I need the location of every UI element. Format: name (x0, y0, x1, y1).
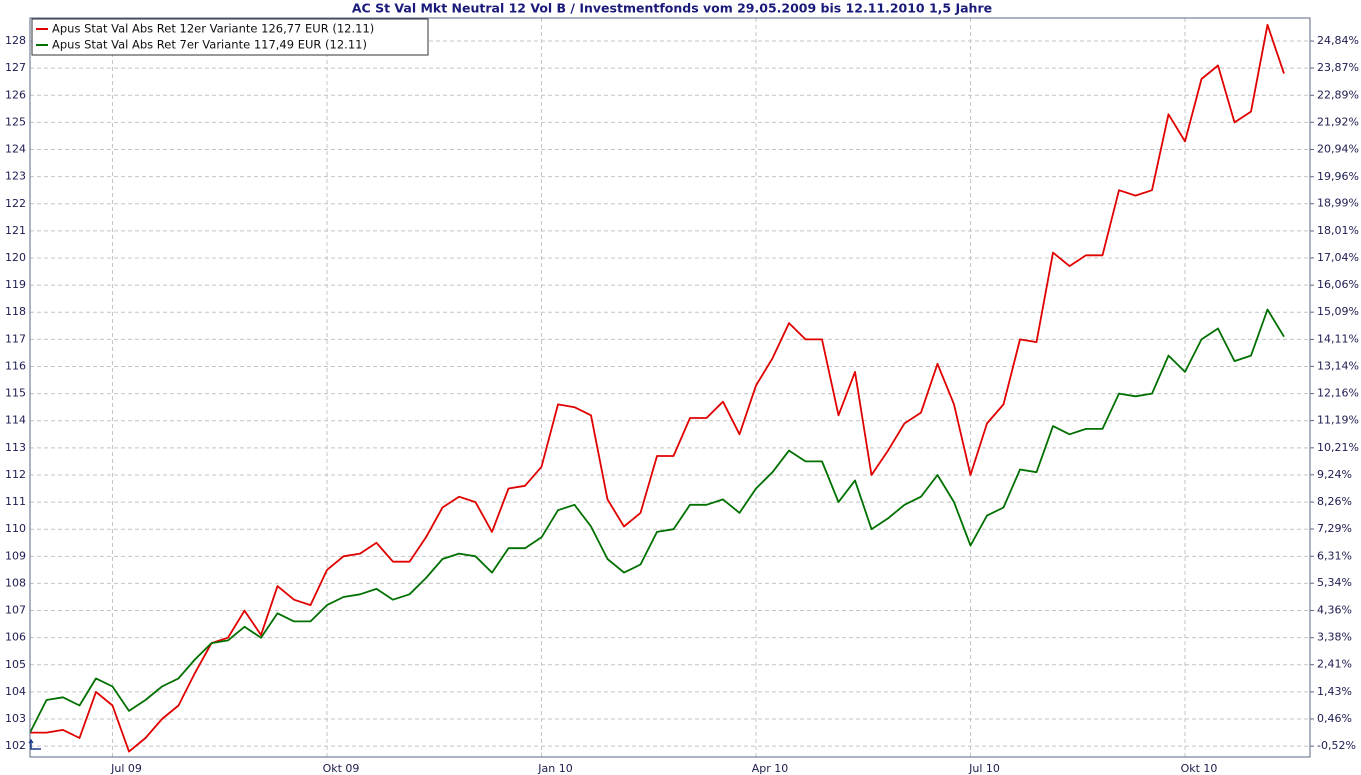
legend: Apus Stat Val Abs Ret 12er Variante 126,… (31, 18, 429, 56)
y2-tick-label: 18,99% (1317, 197, 1359, 210)
legend-label: Apus Stat Val Abs Ret 12er Variante 126,… (52, 22, 374, 36)
y2-tick-label: 17,04% (1317, 251, 1359, 264)
y2-tick-label: 14,11% (1317, 332, 1359, 345)
series-line (29, 308, 1285, 734)
y2-tick-label: 3,38% (1317, 631, 1352, 644)
y2-tick-label: 10,21% (1317, 441, 1359, 454)
grid: 102 103 104 105 106 107 108 109 110 111 112 113 114 1… (5, 18, 1359, 775)
y2-tick-label: 12,16% (1317, 387, 1359, 400)
y-tick-label: 106 (5, 631, 26, 644)
y2-tick-label: 13,14% (1317, 359, 1359, 372)
y2-tick-label: 8,26% (1317, 495, 1352, 508)
x-tick-label: Jul 10 (968, 762, 1000, 775)
x-tick-label: Okt 10 (1181, 762, 1218, 775)
legend-label: Apus Stat Val Abs Ret 7er Variante 117,4… (52, 38, 367, 52)
y2-tick-label: 7,29% (1317, 522, 1352, 535)
y-tick-label: 104 (5, 685, 26, 698)
y-tick-label: 115 (5, 387, 26, 400)
y-tick-label: 125 (5, 115, 26, 128)
y2-tick-label: 2,41% (1317, 658, 1352, 671)
y2-tick-label: 9,24% (1317, 468, 1352, 481)
y2-tick-label: 0,46% (1317, 712, 1352, 725)
y-tick-label: 120 (5, 251, 26, 264)
y-tick-label: 102 (5, 739, 26, 752)
y2-tick-label: 20,94% (1317, 143, 1359, 156)
y2-tick-label: 19,96% (1317, 170, 1359, 183)
y-tick-label: 109 (5, 549, 26, 562)
y-tick-label: 110 (5, 522, 26, 535)
y2-tick-label: 24,84% (1317, 34, 1359, 47)
y-tick-label: 118 (5, 305, 26, 318)
y-tick-label: 117 (5, 332, 26, 345)
x-tick-label: Jul 09 (110, 762, 142, 775)
y-tick-label: 114 (5, 414, 26, 427)
y2-tick-label: 21,92% (1317, 115, 1359, 128)
y2-tick-label: 16,06% (1317, 278, 1359, 291)
series-line (30, 23, 1285, 753)
y-tick-label: 116 (5, 359, 26, 372)
y2-tick-label: 6,31% (1317, 549, 1352, 562)
plot-lines (29, 23, 1285, 753)
legend-box (31, 18, 429, 56)
y-tick-label: 103 (5, 712, 26, 725)
x-tick-label: Apr 10 (752, 762, 789, 775)
x-tick-label: Okt 09 (323, 762, 360, 775)
y2-tick-label: 5,34% (1317, 576, 1352, 589)
corner-icon (28, 738, 41, 750)
y-tick-label: 126 (5, 88, 26, 101)
plot-frame (29, 17, 1311, 758)
y-tick-label: 108 (5, 576, 26, 589)
y2-tick-label: -0,52% (1317, 739, 1356, 752)
y-tick-label: 128 (5, 34, 26, 47)
y2-tick-label: 4,36% (1317, 603, 1352, 616)
y2-tick-label: 1,43% (1317, 685, 1352, 698)
chart-title: AC St Val Mkt Neutral 12 Vol B / Investm… (352, 1, 992, 16)
y-tick-label: 122 (5, 197, 26, 210)
y-tick-label: 124 (5, 143, 26, 156)
y-tick-label: 112 (5, 468, 26, 481)
y2-tick-label: 15,09% (1317, 305, 1359, 318)
y2-tick-label: 22,89% (1317, 88, 1359, 101)
y2-tick-label: 23,87% (1317, 61, 1359, 74)
y-tick-label: 121 (5, 224, 26, 237)
y-tick-label: 107 (5, 604, 26, 617)
y-tick-label: 105 (5, 658, 26, 671)
y2-tick-label: 18,01% (1317, 224, 1359, 237)
y-tick-label: 113 (5, 441, 26, 454)
y-tick-label: 127 (5, 61, 26, 74)
x-tick-label: Jan 10 (537, 762, 572, 775)
y-tick-label: 111 (5, 495, 26, 508)
y-tick-label: 123 (5, 170, 26, 183)
y-tick-label: 119 (5, 278, 26, 291)
y2-tick-label: 11,19% (1317, 414, 1359, 427)
